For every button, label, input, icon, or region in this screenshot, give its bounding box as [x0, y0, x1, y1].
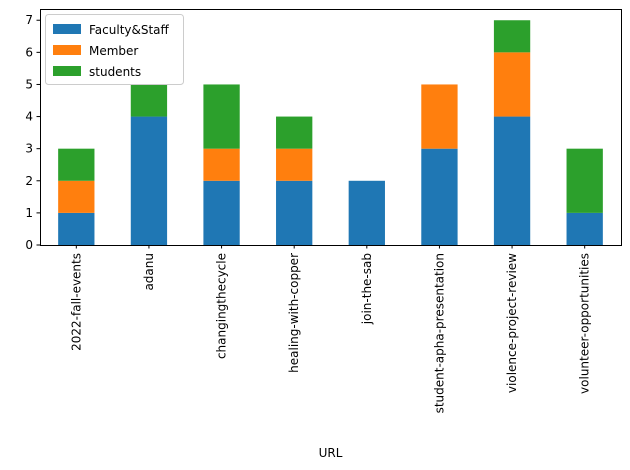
plot-frame — [40, 9, 622, 246]
x-axis-title: URL — [319, 446, 343, 460]
bar-segment-1-2 — [130, 84, 168, 117]
legend-swatch — [53, 24, 81, 34]
bar-segment-1-0 — [130, 116, 168, 245]
x-tick-label: violence-project-review — [505, 253, 519, 393]
y-axis: 0 1 2 3 4 5 6 7 — [25, 13, 40, 252]
legend-swatch — [53, 45, 81, 55]
x-tick-label: volunteer-opportunities — [578, 253, 592, 394]
legend: Faculty&Staff Member students — [45, 14, 184, 85]
x-tick-label: changingthecycle — [215, 253, 229, 359]
bar-segment-4-0 — [348, 180, 385, 245]
bar-segment-2-1 — [203, 148, 240, 181]
y-tick-label: 1 — [25, 206, 33, 220]
x-axis: 2022-fall-events adanu changingthecycle hea… — [69, 245, 592, 413]
x-tick-label: healing-with-copper — [287, 253, 301, 373]
bar-segment-5-0 — [421, 148, 458, 245]
y-tick-label: 7 — [25, 13, 33, 27]
y-tick-label: 0 — [25, 238, 33, 252]
bar-segment-0-0 — [58, 212, 95, 245]
bar-segment-3-0 — [276, 180, 313, 245]
bar-segment-2-0 — [203, 180, 240, 245]
y-tick-label: 4 — [25, 110, 33, 124]
bar-segment-7-0 — [566, 212, 603, 245]
bar-segment-0-2 — [58, 148, 95, 181]
bar-segment-0-1 — [58, 180, 95, 213]
y-tick-label: 6 — [25, 45, 33, 59]
x-tick-label: 2022-fall-events — [69, 253, 83, 351]
x-tick-label: join-the-sab — [360, 253, 374, 325]
bar-segment-2-2 — [203, 84, 240, 149]
legend-label: Member — [89, 44, 138, 58]
bar-segment-5-1 — [421, 84, 458, 149]
bars-layer — [58, 20, 603, 245]
bar-segment-3-1 — [276, 148, 313, 181]
x-tick-label: adanu — [142, 253, 156, 291]
bar-segment-3-2 — [276, 116, 313, 149]
bar-segment-6-1 — [493, 52, 531, 117]
bar-segment-7-2 — [566, 148, 603, 213]
legend-label: Faculty&Staff — [89, 23, 170, 37]
y-tick-label: 5 — [25, 77, 33, 91]
bar-segment-6-2 — [493, 20, 531, 53]
legend-swatch — [53, 66, 81, 76]
x-tick-label: student-apha-presentation — [432, 253, 446, 413]
bar-segment-6-0 — [493, 116, 531, 245]
y-tick-label: 3 — [25, 142, 33, 156]
y-tick-label: 2 — [25, 174, 33, 188]
legend-label: students — [89, 65, 141, 79]
